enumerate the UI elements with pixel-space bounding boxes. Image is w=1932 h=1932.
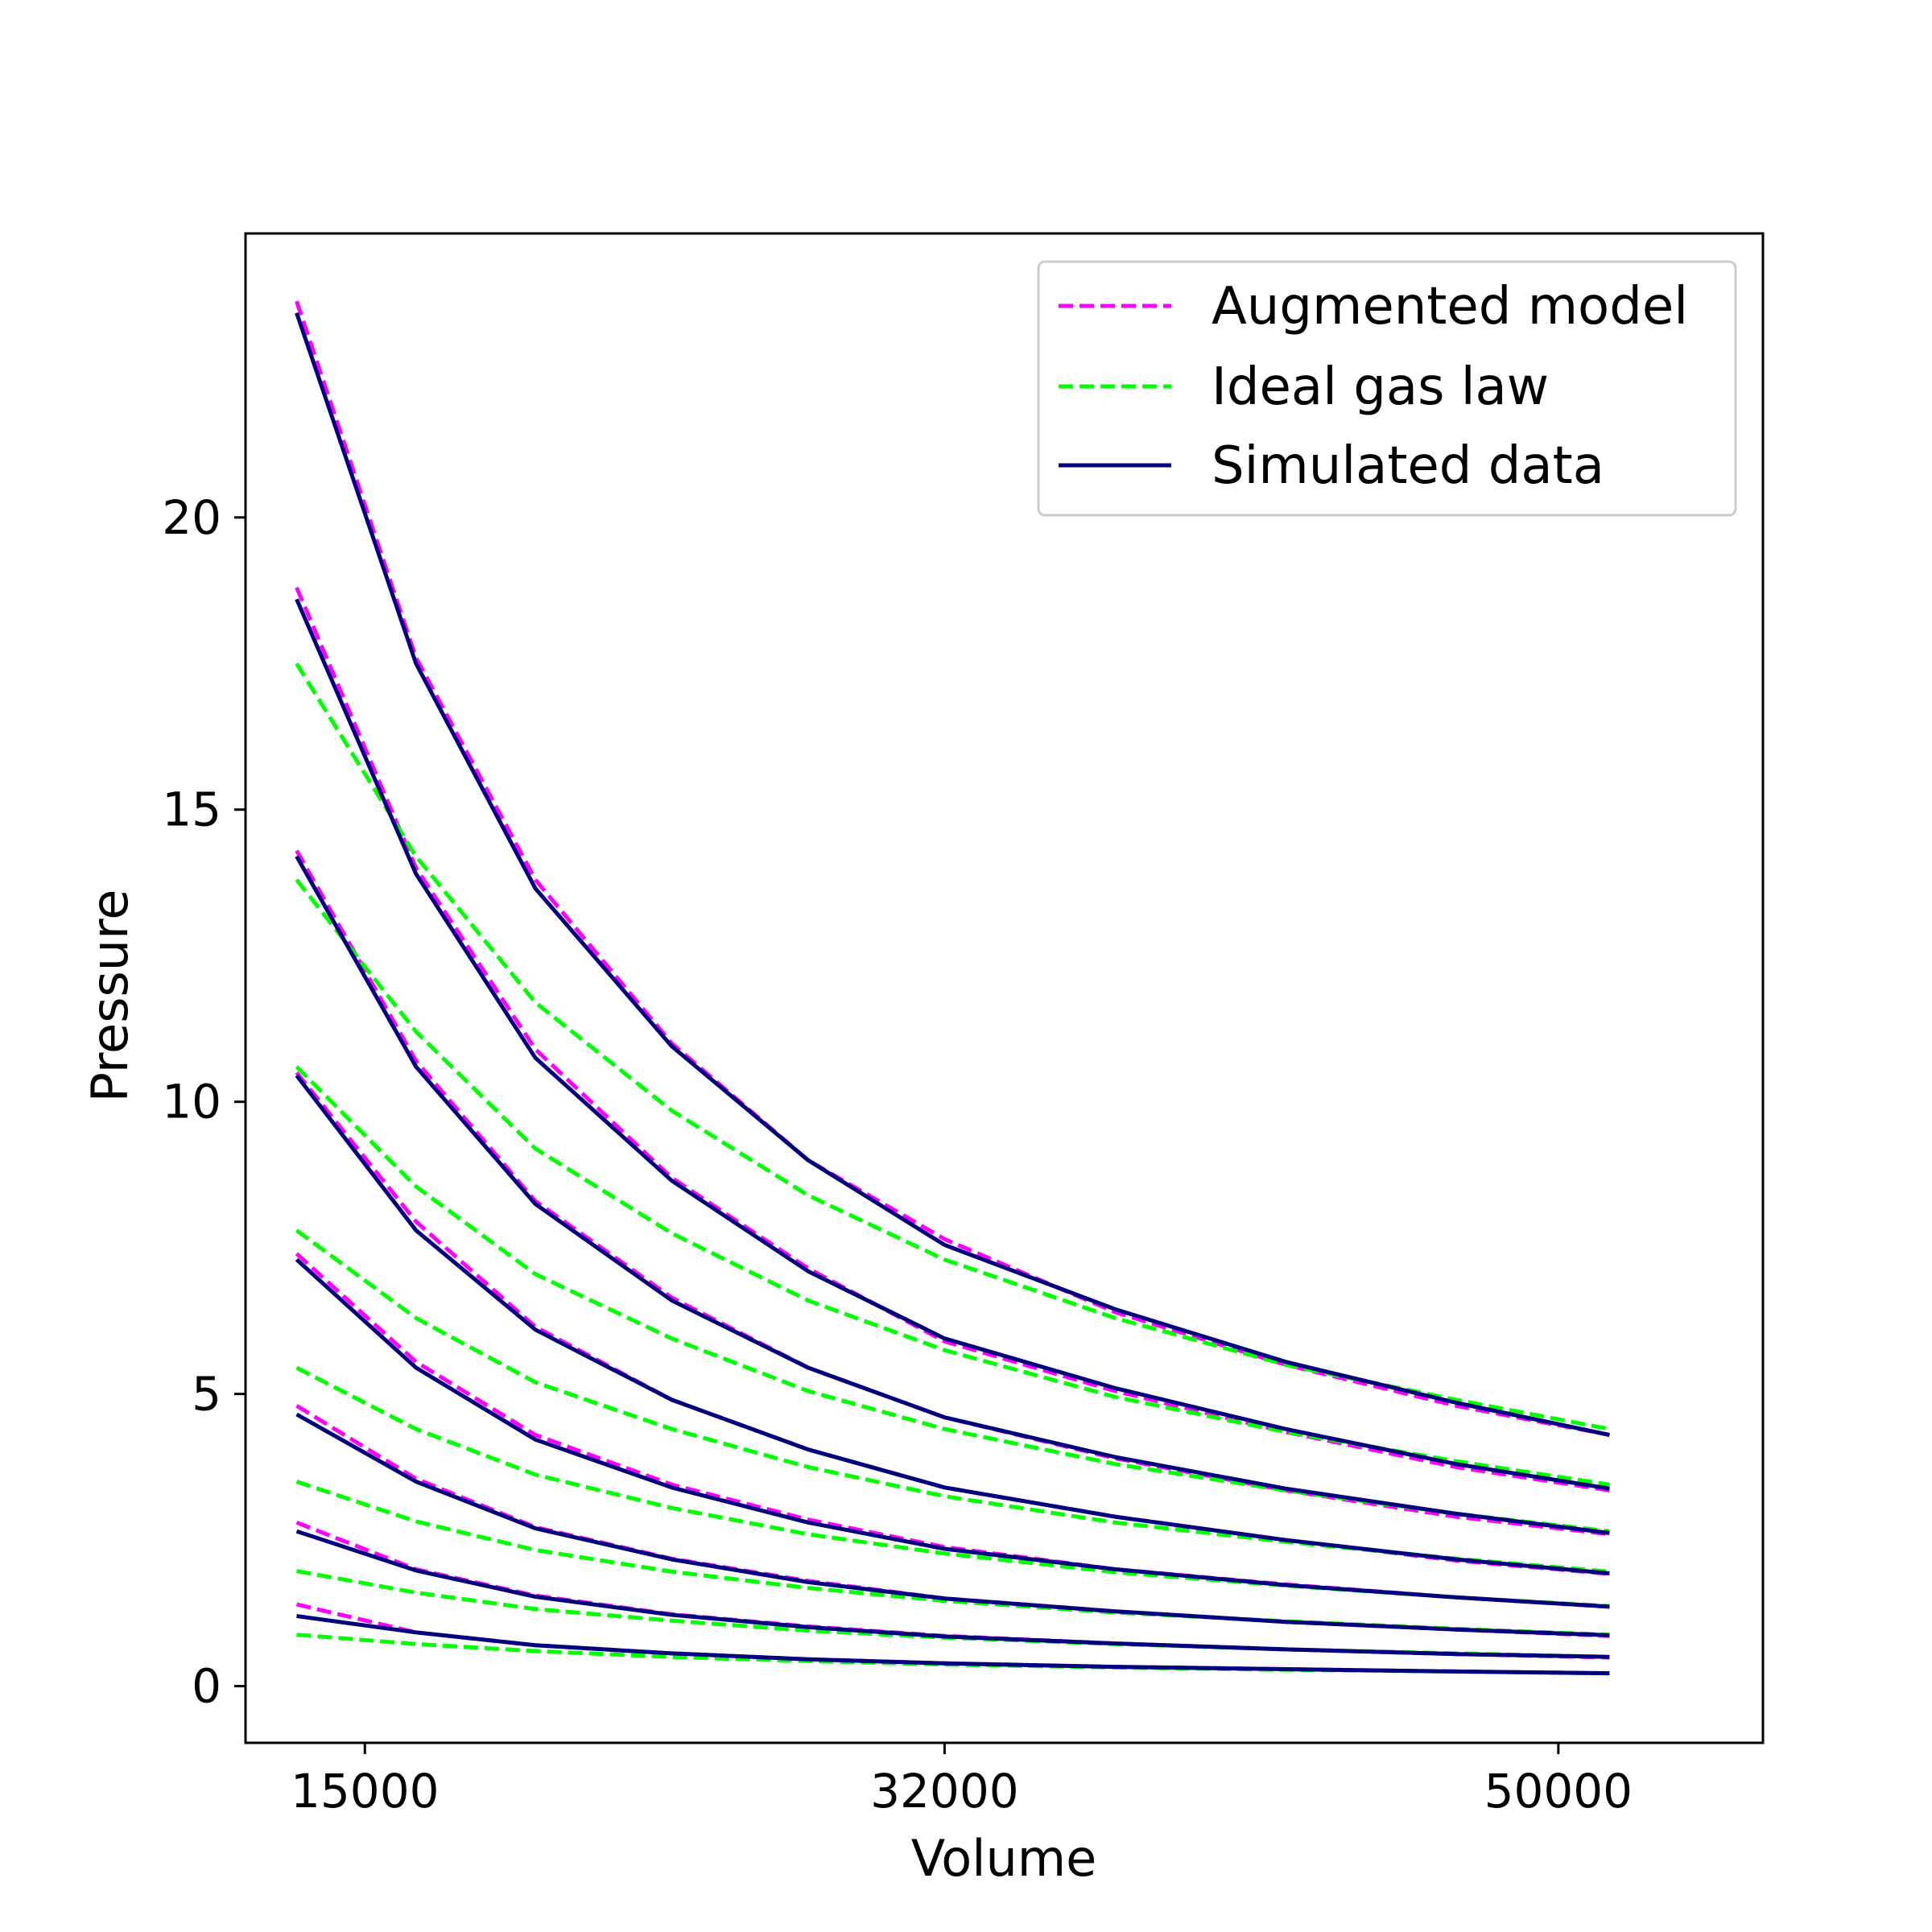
series-layer [295, 300, 1610, 1676]
legend-label-simulated: Simulated data [1212, 436, 1604, 496]
x-axis-title: Volume [911, 1829, 1097, 1888]
series-line-ideal-9 [295, 878, 1610, 1487]
series-line-simulated-20 [295, 1257, 1610, 1609]
y-tick-label-1: 5 [192, 1367, 221, 1422]
legend-label-augmented: Augmented model [1212, 277, 1688, 336]
legend-box [1037, 260, 1737, 517]
y-tick-label-0: 0 [192, 1659, 221, 1714]
series-line-ideal-12 [295, 1365, 1610, 1608]
series-line-simulated-23 [296, 1614, 1610, 1676]
series-line-augmented-0 [295, 300, 1610, 1437]
x-tick-label-2: 50000 [1484, 1764, 1633, 1818]
y-tick-label-4: 20 [162, 490, 221, 545]
series-line-simulated-22 [295, 1529, 1610, 1659]
series-line-simulated-19 [295, 1074, 1610, 1575]
x-tick-label-1: 32000 [870, 1764, 1019, 1818]
series-line-simulated-21 [295, 1412, 1610, 1637]
series-line-simulated-17 [295, 598, 1610, 1491]
legend-label-ideal: Ideal gas law [1212, 357, 1549, 417]
plot-frame [244, 232, 1765, 1744]
y-axis-title: Pressure [80, 890, 139, 1103]
series-line-simulated-16 [295, 312, 1610, 1437]
x-tick-label-0: 15000 [291, 1764, 440, 1818]
legend: Augmented model Ideal gas law Simulated … [1037, 260, 1737, 517]
y-tick-label-2: 10 [162, 1075, 221, 1129]
series-line-ideal-13 [295, 1480, 1610, 1637]
y-tick-label-3: 15 [162, 782, 221, 837]
series-line-ideal-10 [295, 1065, 1610, 1534]
series-line-simulated-18 [295, 855, 1610, 1535]
ticks-layer: 15000 32000 50000 0 5 10 15 20 [162, 490, 1633, 1818]
